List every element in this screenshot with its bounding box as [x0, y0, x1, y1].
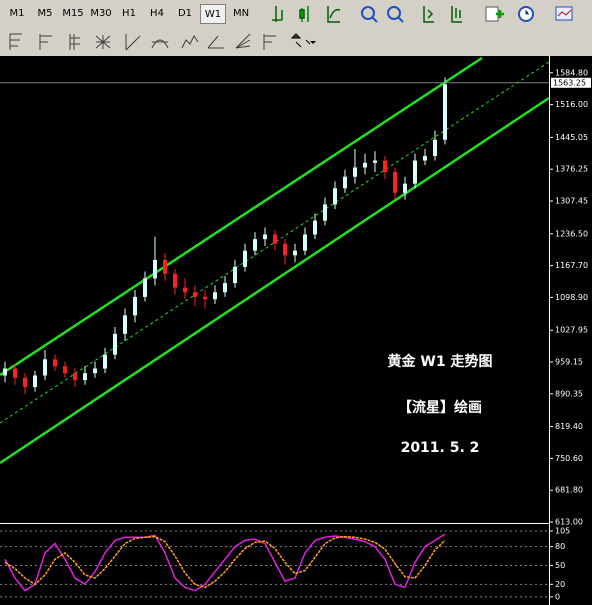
candle-body: [253, 239, 257, 251]
candle-body: [373, 160, 377, 163]
timeframe-button[interactable]: H1: [122, 8, 136, 19]
candle-body: [273, 234, 277, 244]
candle-body: [313, 220, 317, 235]
y-tick-label: 1584.80: [555, 68, 588, 77]
timeframe-button[interactable]: M15: [62, 8, 84, 19]
y-tick-label: 1445.05: [555, 133, 588, 142]
candle-body: [393, 172, 397, 193]
y-tick-label: 20: [555, 580, 565, 589]
y-tick-label: 613.00: [555, 518, 583, 527]
toolbar-icons: [272, 6, 573, 23]
y-tick-label: 0: [555, 592, 560, 601]
y-tick-label: 1167.70: [555, 261, 588, 270]
y-tick-label: 1027.95: [555, 326, 588, 335]
candle-body: [193, 292, 197, 297]
annotation: 【流星】绘画: [398, 399, 482, 416]
y-tick-label: 1098.90: [555, 293, 588, 302]
channel-lower: [0, 96, 550, 465]
candle-body: [233, 266, 237, 284]
candle-body: [183, 287, 187, 293]
candle-body: [153, 259, 157, 279]
timeframe-toolbar: M1 M5 M15 M30 H1 H4 D1 W1 MN: [0, 0, 592, 29]
chart-area: 1584.80 1516.00 1445.05 1376.25 1307.45 1236.…: [0, 56, 592, 605]
candle-body: [43, 359, 47, 376]
candle-body: [223, 283, 227, 293]
candle-body: [133, 296, 137, 316]
candle-body: [13, 368, 17, 378]
candle-body: [443, 84, 447, 140]
timeframe-button[interactable]: M5: [37, 8, 53, 19]
chart-background: [0, 56, 592, 605]
candle-body: [123, 315, 127, 334]
candle-body: [423, 155, 427, 161]
candle-body: [403, 183, 407, 193]
candle-body: [83, 373, 87, 381]
candle-body: [203, 296, 207, 300]
candle-body: [333, 188, 337, 205]
candle-body: [283, 243, 287, 256]
candle-body: [93, 368, 97, 374]
candle-body: [383, 160, 387, 173]
candle-body: [343, 176, 347, 189]
y-tick-label: 681.80: [555, 486, 583, 495]
candle-body: [33, 375, 37, 388]
stochastic-line: [4, 535, 446, 589]
candle-body: [143, 278, 147, 297]
candle-body: [103, 354, 107, 369]
y-tick-label: 1376.25: [555, 165, 588, 174]
candle-body: [323, 204, 327, 221]
timeframe-button[interactable]: M30: [90, 8, 112, 19]
candle-body: [363, 162, 367, 168]
timeframe-button[interactable]: MN: [232, 8, 250, 19]
y-tick-label: 1516.00: [555, 100, 588, 109]
candle-body: [163, 259, 167, 274]
y-tick-label: 1307.45: [555, 197, 588, 206]
current-price-box: [551, 77, 591, 88]
candle-body: [23, 377, 27, 388]
timeframe-button[interactable]: D1: [177, 8, 193, 19]
y-tick-label: 750.60: [555, 454, 583, 463]
drawing-icons: [9, 33, 316, 51]
candle-body: [413, 160, 417, 184]
candle-body: [73, 373, 77, 381]
candle-body: [213, 292, 217, 300]
current-price-label: 1563.25: [553, 78, 586, 87]
candle-body: [63, 366, 67, 374]
stochastic-line: [4, 533, 446, 592]
annotation: 黄金 W1 走势图: [388, 353, 493, 370]
channel-middle: [0, 61, 550, 424]
candle-body: [3, 368, 7, 376]
y-tick-label: 890.35: [555, 389, 583, 398]
candle-body: [433, 139, 437, 156]
timeframe-button[interactable]: M1: [9, 8, 25, 19]
candle-body: [243, 250, 247, 267]
candle-body: [353, 167, 357, 177]
candle-body: [263, 234, 267, 240]
y-tick-label: 105: [555, 527, 570, 536]
y-tick-label: 819.40: [555, 422, 583, 431]
y-tick-label: 80: [555, 542, 565, 551]
drawing-toolbar: [0, 28, 592, 57]
candle-body: [173, 273, 177, 288]
timeframe-button[interactable]: W1: [200, 4, 226, 24]
candle-body: [113, 333, 117, 355]
channel-upper: [0, 56, 483, 377]
y-tick-label: 1236.50: [555, 229, 588, 238]
timeframe-button[interactable]: H4: [150, 8, 164, 19]
candle-body: [303, 234, 307, 251]
candle-body: [53, 359, 57, 367]
y-tick-label: 50: [555, 561, 565, 570]
y-tick-label: 959.15: [555, 358, 583, 367]
candle-body: [293, 250, 297, 256]
annotation: 2011. 5. 2: [401, 440, 480, 456]
